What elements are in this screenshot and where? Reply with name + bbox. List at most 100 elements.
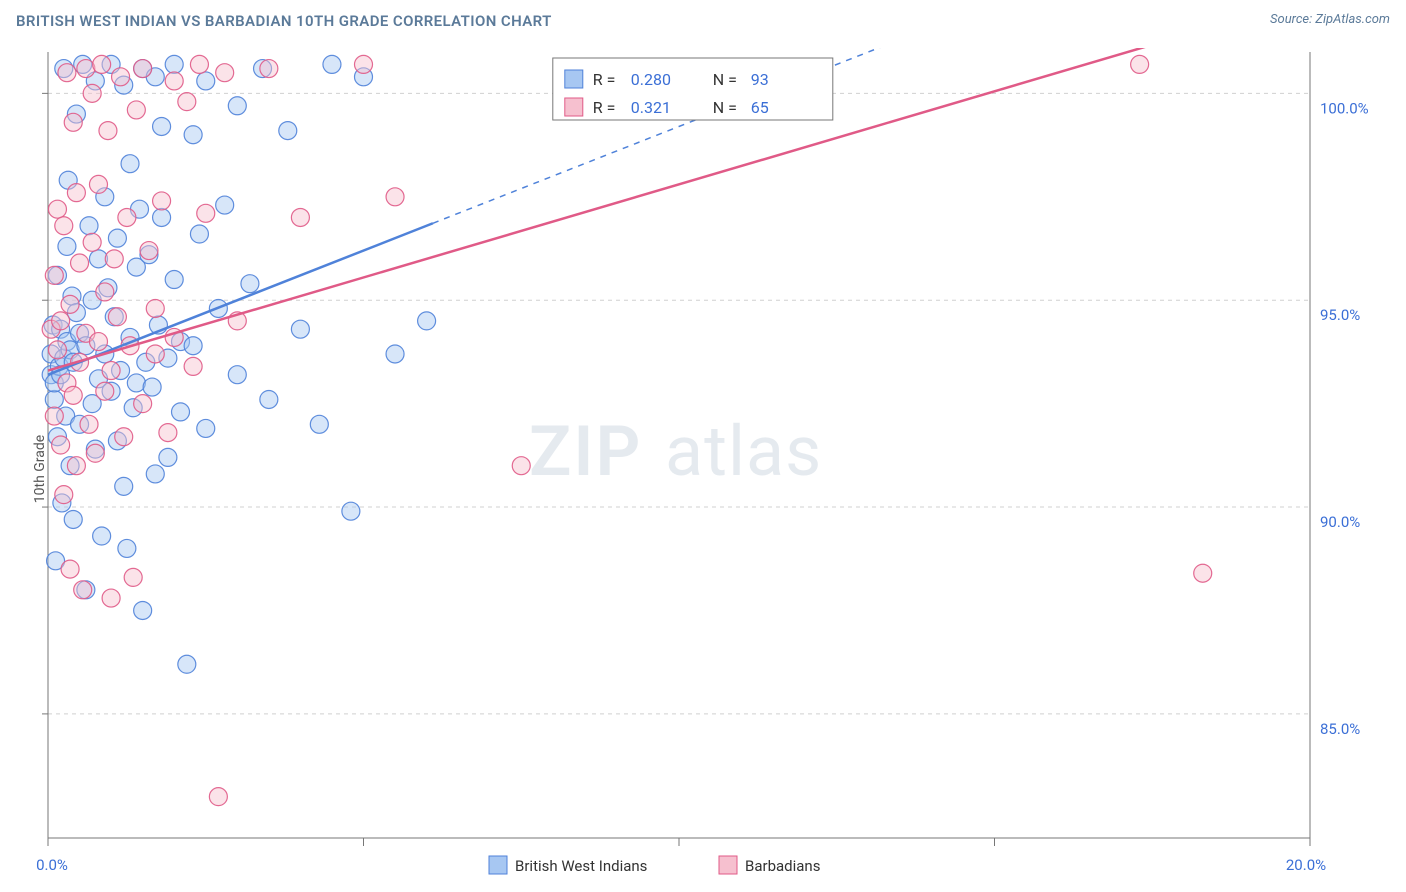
data-point	[241, 275, 259, 293]
data-point	[512, 457, 530, 475]
data-point	[355, 55, 373, 73]
data-point	[146, 465, 164, 483]
data-point	[102, 589, 120, 607]
data-point	[118, 539, 136, 557]
data-point	[165, 271, 183, 289]
chart-title: BRITISH WEST INDIAN VS BARBADIAN 10TH GR…	[16, 12, 552, 30]
data-point	[55, 486, 73, 504]
data-point	[118, 208, 136, 226]
legend-swatch	[565, 98, 583, 116]
data-point	[342, 502, 360, 520]
legend-r-value: 0.321	[631, 98, 671, 117]
data-point	[165, 55, 183, 73]
data-point	[172, 403, 190, 421]
legend-n-label: N =	[713, 98, 737, 117]
data-point	[67, 457, 85, 475]
data-point	[105, 250, 123, 268]
data-point	[1194, 564, 1212, 582]
data-point	[260, 390, 278, 408]
data-point	[45, 266, 63, 284]
data-point	[216, 196, 234, 214]
data-point	[93, 55, 111, 73]
data-point	[146, 345, 164, 363]
watermark: atlas	[665, 411, 822, 493]
data-point	[178, 655, 196, 673]
legend-swatch	[565, 70, 583, 88]
data-point	[228, 366, 246, 384]
data-point	[93, 527, 111, 545]
data-point	[1131, 55, 1149, 73]
data-point	[165, 72, 183, 90]
data-point	[260, 60, 278, 78]
data-point	[184, 126, 202, 144]
data-point	[228, 97, 246, 115]
y-tick-label: 95.0%	[1320, 306, 1360, 324]
data-point	[102, 362, 120, 380]
chart-svg: 85.0%90.0%95.0%100.0%ZIPatlas0.0%20.0%R …	[0, 46, 1406, 892]
data-point	[45, 407, 63, 425]
data-point	[64, 510, 82, 528]
data-point	[190, 225, 208, 243]
data-point	[45, 390, 63, 408]
y-tick-label: 100.0%	[1320, 99, 1369, 117]
data-point	[146, 299, 164, 317]
data-point	[115, 428, 133, 446]
data-point	[80, 415, 98, 433]
x-tick-label: 20.0%	[1286, 856, 1326, 874]
data-point	[61, 295, 79, 313]
data-point	[190, 55, 208, 73]
data-point	[124, 568, 142, 586]
bottom-legend-label: Barbadians	[745, 857, 820, 875]
data-point	[58, 237, 76, 255]
data-point	[140, 242, 158, 260]
data-point	[61, 560, 79, 578]
chart-header: BRITISH WEST INDIAN VS BARBADIAN 10TH GR…	[0, 0, 1406, 46]
data-point	[291, 208, 309, 226]
chart-source: Source: ZipAtlas.com	[1270, 12, 1390, 27]
data-point	[58, 64, 76, 82]
legend-n-value: 93	[751, 70, 769, 89]
data-point	[55, 217, 73, 235]
data-point	[127, 374, 145, 392]
data-point	[74, 581, 92, 599]
data-point	[52, 312, 70, 330]
data-point	[184, 337, 202, 355]
data-point	[143, 378, 161, 396]
x-tick-label: 0.0%	[36, 856, 68, 874]
data-point	[52, 436, 70, 454]
data-point	[48, 200, 66, 218]
data-point	[279, 122, 297, 140]
data-point	[127, 101, 145, 119]
watermark: ZIP	[529, 411, 642, 493]
data-point	[386, 188, 404, 206]
data-point	[418, 312, 436, 330]
legend-n-value: 65	[751, 98, 769, 117]
bottom-legend-swatch	[489, 856, 507, 874]
data-point	[310, 415, 328, 433]
data-point	[291, 320, 309, 338]
legend-r-value: 0.280	[631, 70, 671, 89]
legend-r-label: R =	[593, 98, 616, 117]
data-point	[153, 208, 171, 226]
bottom-legend-label: British West Indians	[515, 857, 647, 875]
data-point	[96, 382, 114, 400]
data-point	[112, 68, 130, 86]
data-point	[64, 113, 82, 131]
data-point	[77, 60, 95, 78]
data-point	[83, 233, 101, 251]
legend-r-label: R =	[593, 70, 616, 89]
data-point	[153, 117, 171, 135]
data-point	[108, 308, 126, 326]
y-tick-label: 90.0%	[1320, 513, 1360, 531]
data-point	[67, 184, 85, 202]
data-point	[83, 84, 101, 102]
data-point	[134, 601, 152, 619]
data-point	[134, 395, 152, 413]
data-point	[96, 283, 114, 301]
data-point	[178, 93, 196, 111]
data-point	[71, 254, 89, 272]
data-point	[197, 204, 215, 222]
data-point	[153, 192, 171, 210]
data-point	[216, 64, 234, 82]
data-point	[80, 217, 98, 235]
